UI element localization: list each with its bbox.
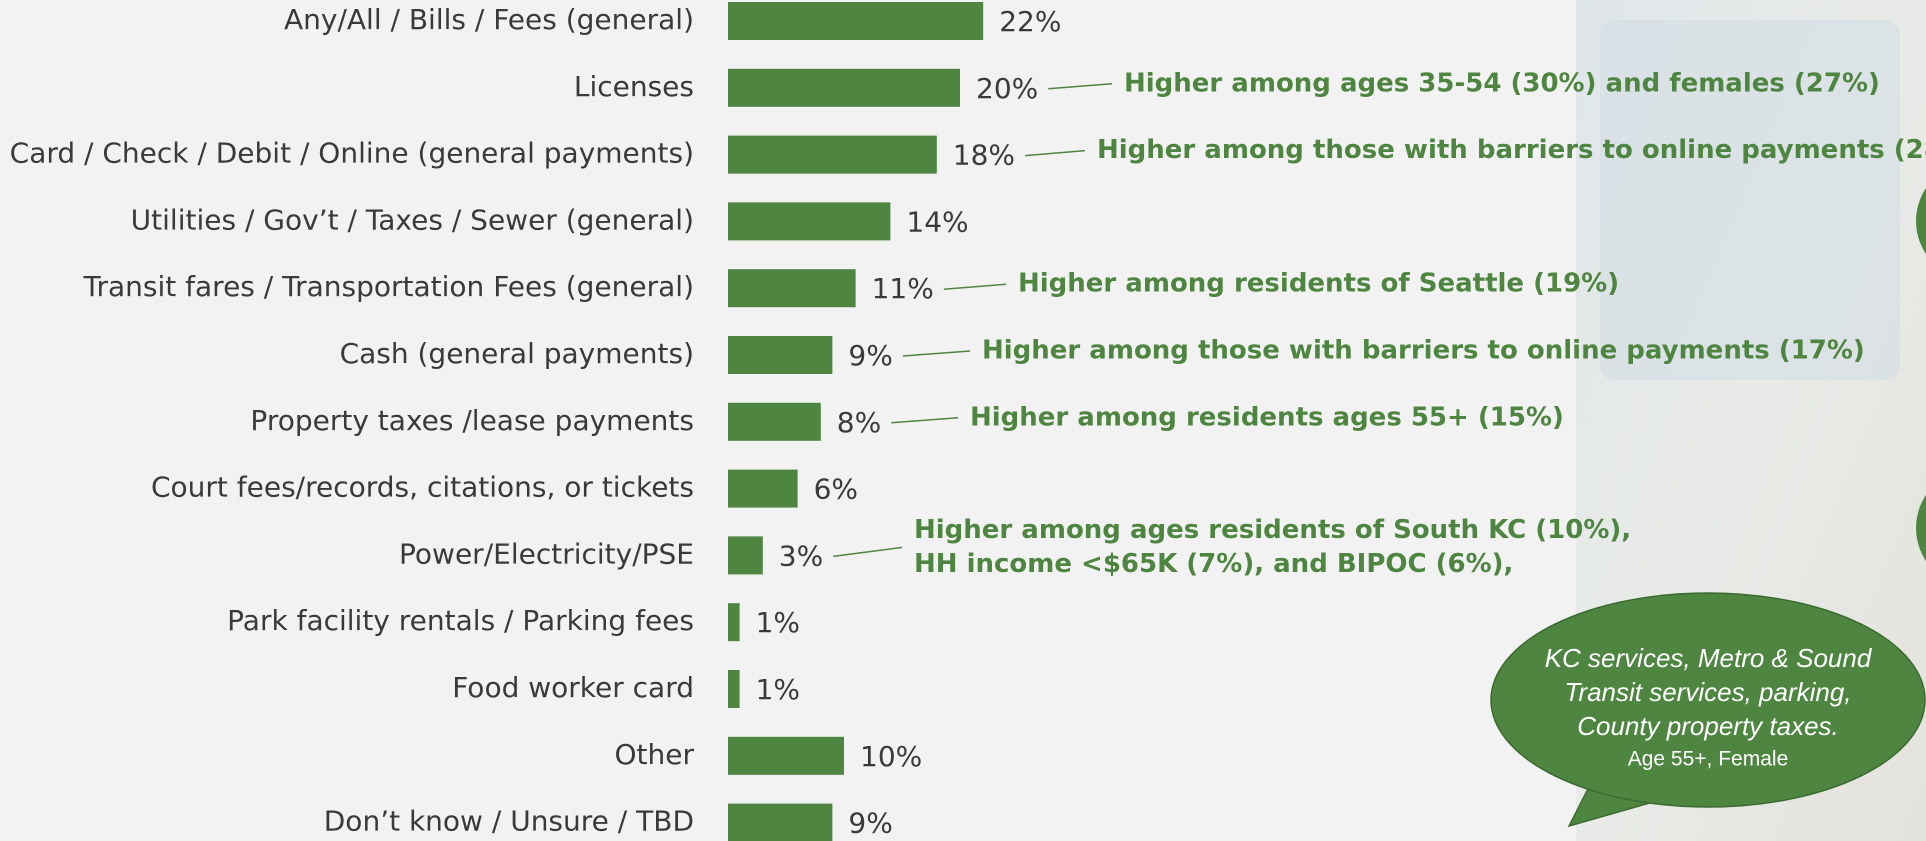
annotation: Higher among those with barriers to onli…	[1097, 135, 1926, 165]
value-label: 3%	[779, 539, 823, 572]
value-label: 9%	[848, 339, 892, 372]
quote-bubble	[1490, 592, 1926, 828]
value-label: 20%	[976, 72, 1038, 105]
leader-line	[1048, 83, 1113, 90]
bar	[728, 670, 740, 708]
category-label: Park facility rentals / Parking fees	[227, 604, 694, 637]
bubble-body	[1490, 592, 1926, 808]
bar	[728, 135, 937, 174]
bar	[728, 603, 740, 642]
value-label: 1%	[756, 606, 800, 639]
leader-line	[833, 546, 903, 558]
category-label: Property taxes /lease payments	[250, 404, 694, 437]
value-label: 9%	[848, 807, 892, 840]
category-label: Power/Electricity/PSE	[399, 537, 694, 570]
category-label: Utilities / Gov’t / Taxes / Sewer (gener…	[131, 203, 694, 236]
bar	[728, 536, 763, 575]
leader-line	[943, 283, 1007, 290]
background-photo-screen	[1600, 20, 1900, 380]
value-label: 10%	[860, 740, 922, 773]
category-label: Cash (general payments)	[340, 337, 694, 370]
category-label: Court fees/records, citations, or ticket…	[151, 471, 694, 504]
bar	[728, 469, 798, 508]
partial-bubble	[1916, 495, 1926, 561]
bar	[728, 202, 891, 241]
partial-bubble	[1916, 188, 1926, 254]
category-label: Licenses	[574, 70, 694, 103]
quote-text: KC services, Metro & Sound	[1545, 643, 1873, 673]
annotation: Higher among residents ages 55+ (15%)	[970, 402, 1564, 432]
annotation: Higher among ages residents of South KC …	[914, 515, 1631, 545]
value-label: 22%	[999, 5, 1061, 38]
value-label: 6%	[814, 473, 858, 506]
quote-text: Transit services, parking,	[1564, 677, 1851, 707]
value-label: 1%	[756, 673, 800, 706]
bar	[728, 336, 833, 374]
value-label: 8%	[837, 406, 881, 439]
category-label: Other	[614, 738, 694, 771]
leader-line	[1024, 149, 1086, 157]
value-label: 18%	[953, 139, 1015, 172]
category-label: Card / Check / Debit / Online (general p…	[10, 137, 694, 170]
bar	[728, 269, 856, 308]
quote-text: County property taxes.	[1577, 711, 1839, 741]
bar	[728, 68, 960, 107]
value-label: 14%	[906, 205, 968, 238]
category-label: Transit fares / Transportation Fees (gen…	[83, 270, 694, 303]
category-label: Don’t know / Unsure / TBD	[324, 805, 694, 838]
category-label: Food worker card	[452, 671, 694, 704]
annotation: HH income <$65K (7%), and BIPOC (6%),	[914, 549, 1513, 579]
annotation: Higher among residents of Seattle (19%)	[1018, 269, 1619, 299]
bar	[728, 402, 821, 441]
value-label: 11%	[872, 272, 934, 305]
leader-line	[891, 417, 959, 424]
leader-line	[902, 350, 971, 357]
category-label: Any/All / Bills / Fees (general)	[284, 3, 694, 36]
bar	[728, 2, 984, 40]
bar	[728, 736, 844, 775]
annotation: Higher among ages 35-54 (30%) and female…	[1124, 68, 1880, 98]
quote-attribution: Age 55+, Female	[1628, 748, 1789, 771]
annotation: Higher among those with barriers to onli…	[982, 336, 1865, 366]
bar	[728, 803, 833, 841]
